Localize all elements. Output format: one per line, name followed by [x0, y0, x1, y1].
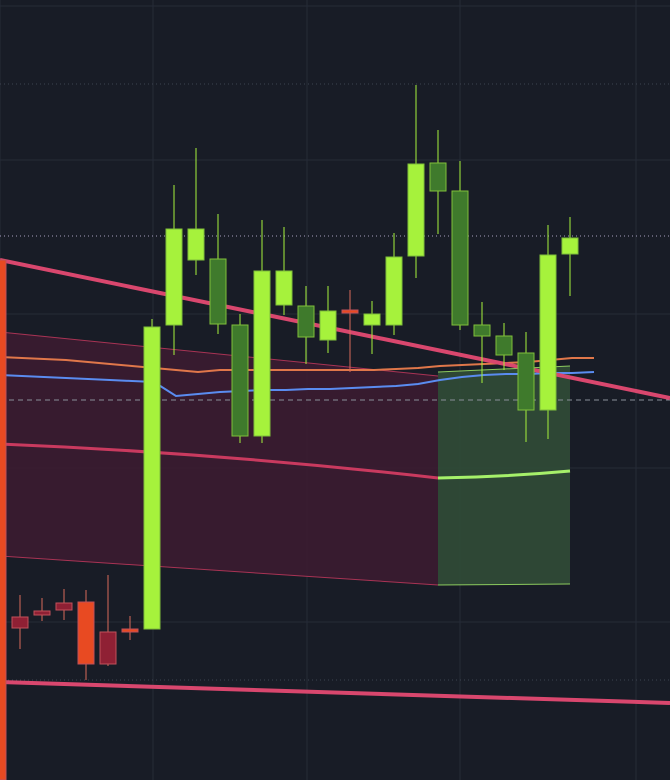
green-band-midline: [437, 469, 571, 480]
candle-body: [473, 324, 491, 337]
candle-body: [55, 602, 73, 611]
red-band-upper: [0, 331, 439, 377]
candle-body: [77, 601, 95, 665]
candle-body: [517, 352, 535, 411]
trendline-2: [0, 680, 670, 705]
red-band-lower: [0, 555, 439, 586]
candle-body: [11, 616, 29, 629]
candle-body: [429, 162, 447, 192]
candle-body: [539, 254, 557, 411]
candle-body: [143, 326, 161, 630]
candle-body: [363, 313, 381, 326]
candle-body: [451, 190, 469, 326]
candle-body: [561, 237, 579, 255]
candle-body: [341, 309, 359, 314]
candle-body: [0, 259, 7, 780]
candle-body: [275, 270, 293, 306]
candle-body: [385, 256, 403, 326]
candle-body: [165, 228, 183, 326]
candle-body: [407, 163, 425, 257]
candle-body: [187, 228, 205, 261]
candle-body: [297, 305, 315, 338]
candle-body: [231, 324, 249, 437]
candle-body: [33, 610, 51, 616]
green-band-lower: [437, 583, 571, 586]
moving-average-blue: [0, 371, 595, 398]
candle-body: [99, 631, 117, 665]
red-band-midline: [0, 442, 439, 480]
candle-body: [319, 310, 337, 341]
candle-body: [495, 335, 513, 356]
candle-body: [121, 628, 139, 633]
candle-body: [209, 258, 227, 325]
candle-body: [253, 270, 271, 437]
